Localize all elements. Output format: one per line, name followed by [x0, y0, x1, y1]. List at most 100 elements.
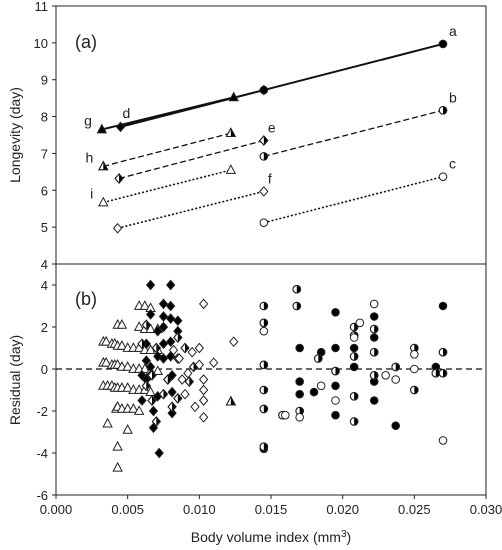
series-label-e: e	[268, 120, 276, 136]
panel-b-frame	[55, 263, 487, 496]
residual-point-triangle-open	[139, 300, 151, 310]
residual-point-circle-filled	[331, 381, 340, 391]
residual-point-circle-filled	[295, 389, 304, 399]
series-line-e	[118, 139, 264, 180]
y-tick-label: 10	[34, 36, 48, 51]
series-label-f: f	[268, 170, 272, 186]
residual-point-diamond-open	[168, 344, 179, 356]
residual-point-circle-half	[259, 318, 269, 328]
residual-point-diamond-filled	[158, 321, 169, 333]
data-point-g	[96, 123, 108, 134]
residual-point-circle-open	[391, 375, 401, 384]
residual-point-triangle-open	[116, 340, 128, 350]
residual-point-circle-filled	[331, 308, 340, 317]
residual-point-triangle-open	[100, 335, 112, 346]
residual-point-triangle-open	[145, 323, 156, 333]
data-point-h	[98, 160, 109, 171]
residual-point-circle-filled	[349, 343, 359, 353]
residual-point-diamond-filled	[158, 311, 169, 322]
data-point-e	[259, 135, 269, 146]
residual-point-triangle-open	[112, 440, 123, 451]
residual-point-diamond-filled	[141, 355, 151, 366]
residual-point-diamond-half	[173, 332, 183, 343]
panel-b-y-axis-title: Residual (day)	[7, 335, 23, 425]
residual-point-circle-filled	[331, 343, 340, 353]
residual-point-circle-half	[369, 371, 379, 380]
data-point-a	[259, 85, 269, 95]
residual-point-circle-filled	[369, 396, 379, 405]
residual-point-diamond-filled	[167, 386, 177, 398]
residual-point-diamond-open	[198, 411, 209, 423]
residual-point-circle-open	[410, 364, 419, 374]
series-label-c: c	[449, 156, 456, 172]
y-tick-label: 6	[41, 183, 48, 198]
residual-point-diamond-half	[151, 342, 161, 354]
panel-a-markers	[96, 39, 448, 234]
residual-point-circle-half	[259, 360, 269, 370]
residual-point-circle-open	[369, 299, 379, 309]
residual-point-circle-half	[369, 347, 379, 357]
residual-point-triangle-open	[128, 403, 139, 413]
y-tick-label: 0	[41, 362, 48, 377]
x-tick-label: 0.000	[40, 502, 73, 517]
residual-point-circle-filled	[391, 421, 401, 431]
residual-point-diamond-half	[173, 393, 183, 404]
series-line-f	[117, 190, 265, 230]
data-point-e	[114, 173, 124, 184]
residual-point-circle-filled	[369, 333, 379, 342]
residual-point-circle-half	[295, 406, 304, 416]
residual-point-circle-filled	[309, 387, 319, 397]
x-axis-title: Body volume index (mm3)	[191, 529, 351, 545]
residual-point-diamond-open	[198, 374, 209, 385]
series-line-h	[103, 132, 232, 167]
y-tick-label: 5	[41, 220, 48, 235]
panel-a-y-axis-title: Longevity (day)	[7, 87, 23, 183]
x-axis-title-main: Body volume index (mm	[191, 529, 341, 545]
residual-point-diamond-half	[147, 395, 157, 406]
y-tick-label: 8	[41, 110, 48, 125]
residual-point-triangle-open	[145, 344, 156, 354]
residual-point-diamond-filled	[167, 407, 177, 419]
residual-point-circle-half	[259, 301, 269, 311]
residual-point-circle-half	[292, 284, 302, 294]
residual-point-diamond-half	[141, 380, 151, 392]
residual-point-diamond-half	[158, 388, 169, 400]
residual-point-circle-half	[259, 442, 269, 452]
panel-b: -6 -4 -2 0 2 4 0.000 0.005 0.010 0.015 0.020 0.025…	[7, 263, 502, 517]
residual-point-diamond-half	[137, 338, 147, 350]
residual-point-circle-half	[369, 324, 379, 334]
data-point-h	[225, 127, 237, 138]
residual-point-triangle-open	[139, 363, 151, 373]
residual-point-diamond-filled	[154, 447, 164, 459]
residual-point-diamond-filled	[166, 300, 176, 312]
residual-point-diamond-filled	[158, 353, 169, 364]
residual-point-circle-half	[438, 368, 448, 378]
residual-point-triangle-open	[122, 361, 133, 371]
residual-point-triangle-open	[122, 382, 133, 392]
residual-point-diamond-open	[198, 395, 209, 406]
y-tick-label: 7	[41, 146, 48, 161]
data-point-f	[112, 222, 123, 234]
residual-point-circle-half	[410, 385, 419, 395]
series-line-a	[263, 42, 444, 92]
panel-a-label: (a)	[75, 32, 97, 52]
residual-point-triangle-open	[116, 319, 128, 329]
series-label-b: b	[449, 89, 457, 105]
residual-point-diamond-open	[180, 388, 190, 400]
panel-b-markers	[98, 279, 448, 472]
residual-point-circle-filled	[295, 343, 304, 353]
x-tick-label: 0.020	[326, 502, 359, 517]
data-point-c	[438, 172, 448, 181]
residual-point-diamond-open	[198, 298, 209, 310]
residual-point-diamond-filled	[158, 298, 169, 310]
data-point-b	[438, 106, 448, 115]
residual-point-diamond-open	[174, 353, 184, 364]
series-label-h: h	[86, 149, 94, 165]
panel-a-series-labels: g d a h e b i f c	[84, 23, 457, 201]
series-label-g: g	[84, 112, 92, 128]
panel-b-y-axis: -6 -4 -2 0 2 4	[36, 278, 56, 503]
residual-point-circle-half	[314, 354, 323, 363]
series-line-c	[263, 175, 444, 224]
residual-point-circle-half	[431, 368, 441, 378]
residual-point-circle-open	[438, 436, 448, 445]
